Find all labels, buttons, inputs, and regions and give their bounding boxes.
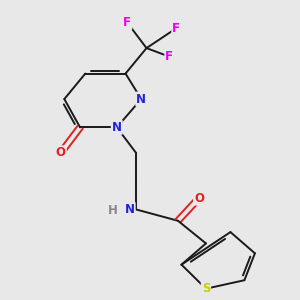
Text: F: F <box>172 22 180 35</box>
Text: N: N <box>136 92 146 106</box>
Text: N: N <box>112 121 122 134</box>
Text: S: S <box>202 282 210 295</box>
Text: H: H <box>108 204 118 218</box>
Text: F: F <box>123 16 131 29</box>
Text: O: O <box>56 146 66 159</box>
Text: O: O <box>194 192 204 205</box>
Text: N: N <box>125 203 135 216</box>
Text: F: F <box>165 50 173 63</box>
